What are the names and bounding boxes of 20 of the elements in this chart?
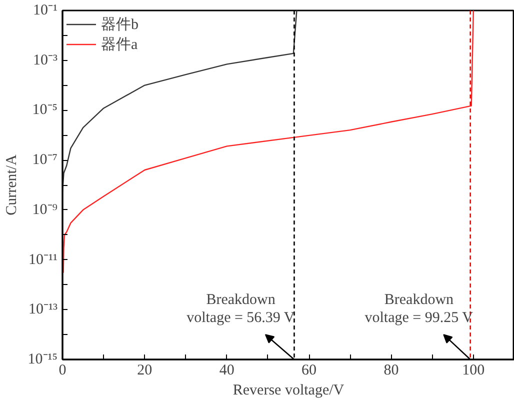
legend-label: 器件a <box>101 36 138 54</box>
annotation: Breakdown voltage = 99.25 V <box>364 292 474 326</box>
x-tick-label: 100 <box>462 362 485 378</box>
y-tick-label: 10⁻¹³ <box>28 302 58 318</box>
legend-label: 器件b <box>101 16 138 34</box>
x-axis-title: Reverse voltage/V <box>232 382 344 398</box>
x-tick-label: 40 <box>219 362 234 378</box>
x-tick-label: 60 <box>302 362 317 378</box>
y-axis-title: Current/A <box>4 154 20 216</box>
x-tick-label: 20 <box>137 362 152 378</box>
x-tick-label: 0 <box>58 362 66 378</box>
y-tick-label: 10⁻¹¹ <box>28 252 58 268</box>
y-tick-label: 10⁻¹ <box>33 2 58 18</box>
y-tick-label: 10⁻⁷ <box>32 152 58 168</box>
annotation: Breakdown voltage = 56.39 V <box>186 292 295 326</box>
x-tick-label: 80 <box>384 362 399 378</box>
y-tick-label: 10⁻⁹ <box>32 202 58 218</box>
y-tick-label: 10⁻⁵ <box>32 102 58 118</box>
y-tick-label: 10⁻³ <box>33 52 58 68</box>
y-tick-label: 10⁻¹⁵ <box>28 352 58 368</box>
